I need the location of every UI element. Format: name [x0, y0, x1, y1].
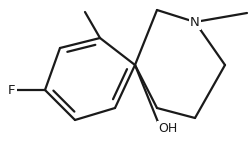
Text: N: N [189, 16, 199, 29]
Text: F: F [8, 83, 16, 97]
Text: OH: OH [158, 122, 177, 135]
